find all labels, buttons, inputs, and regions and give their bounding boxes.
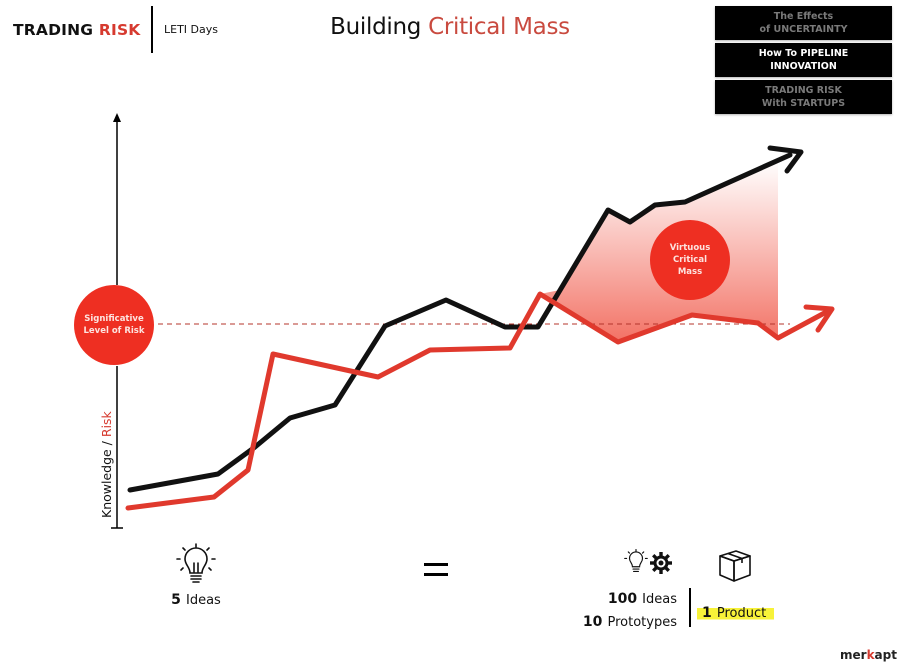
- box-icon: [719, 550, 751, 582]
- nav-item-line2: INNOVATION: [770, 61, 837, 72]
- stat-count: 5: [171, 592, 181, 608]
- lightbulb-small-icon: [624, 549, 648, 573]
- logo-primary: mer: [840, 648, 867, 662]
- nav-item-effects-of-uncertainty[interactable]: The Effects of UNCERTAINTY: [715, 6, 892, 40]
- brand-accent: RISK: [98, 21, 141, 39]
- brand-primary: TRADING: [13, 21, 94, 39]
- gear-icon: [650, 552, 672, 574]
- risk-line: [125, 291, 833, 511]
- cm-label-line3: Mass: [677, 267, 703, 277]
- logo-suffix: apt: [874, 648, 897, 662]
- lightbulb-icon: [176, 543, 216, 583]
- knowledge-line: [127, 152, 793, 493]
- knowledge-arrowhead-icon: [767, 145, 804, 174]
- equals-icon: [424, 563, 448, 583]
- nav-item-trading-risk-startups[interactable]: TRADING RISK With STARTUPS: [715, 80, 892, 114]
- ideas-stat: 100 Ideas: [560, 587, 677, 610]
- product-label: Product: [716, 606, 767, 621]
- arrow-up-icon: [113, 113, 121, 122]
- product-stat-highlighted: 1 Product: [697, 600, 775, 623]
- risk-label-line2: Level of Risk: [83, 326, 145, 336]
- y-axis: [111, 113, 123, 529]
- nav-item-line1: How To PIPELINE: [758, 48, 849, 59]
- risk-arrowhead-icon: [803, 304, 835, 333]
- page-title: Building Critical Mass: [0, 14, 900, 40]
- y-axis-label: Knowledge / Risk: [99, 411, 114, 518]
- y-axis-label-accent: Risk: [99, 411, 114, 438]
- nav-item-line2: of UNCERTAINTY: [759, 24, 848, 35]
- risk-threshold-marker: Significative Level of Risk: [74, 285, 154, 365]
- critical-mass-marker: Virtuous Critical Mass: [650, 220, 730, 300]
- cm-label-line2: Critical: [672, 255, 707, 265]
- prototypes-count: 10: [582, 614, 603, 630]
- nav-item-line2: With STARTUPS: [761, 98, 846, 109]
- ideas-prototypes-stat: 100 Ideas 10 Prototypes: [560, 587, 677, 633]
- prototypes-stat: 10 Prototypes: [560, 610, 677, 633]
- y-axis-label-primary: Knowledge /: [99, 441, 114, 518]
- risk-label-line1: Significative: [84, 314, 144, 324]
- logo-accent: k: [866, 648, 875, 662]
- brand-logo: TRADING RISK: [13, 21, 141, 39]
- product-count: 1: [702, 605, 712, 621]
- five-ideas-stat: 5 Ideas: [150, 589, 242, 608]
- prototypes-label: Prototypes: [607, 615, 678, 630]
- section-nav: The Effects of UNCERTAINTY How To PIPELI…: [715, 6, 892, 117]
- ideas-label: Ideas: [642, 592, 677, 607]
- ideas-count: 100: [607, 591, 638, 607]
- cm-label-line1: Virtuous: [669, 243, 711, 253]
- nav-item-pipeline-innovation[interactable]: How To PIPELINE INNOVATION: [715, 43, 892, 77]
- subbrand: LETI Days: [164, 23, 218, 36]
- summary-divider: [689, 588, 691, 627]
- header-divider: [151, 6, 153, 53]
- title-primary: Building: [330, 14, 422, 40]
- merkapt-logo: merkapt: [840, 648, 897, 662]
- title-accent: Critical Mass: [428, 14, 570, 40]
- nav-item-line1: TRADING RISK: [765, 85, 842, 96]
- nav-item-line1: The Effects: [773, 11, 834, 22]
- stat-label: Ideas: [186, 593, 221, 608]
